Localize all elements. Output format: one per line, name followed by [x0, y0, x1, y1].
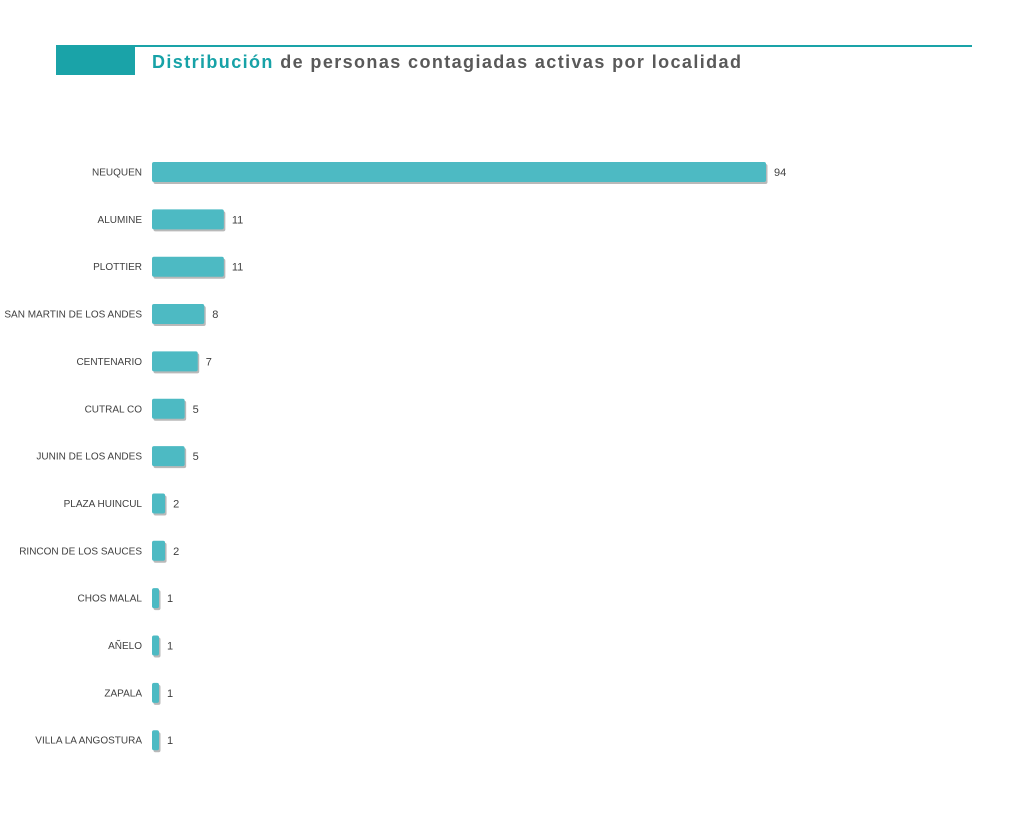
value-label: 5 — [193, 404, 199, 416]
value-label: 2 — [173, 498, 179, 510]
category-label: AÑELO — [108, 639, 142, 652]
category-label: SAN MARTIN DE LOS ANDES — [4, 310, 142, 321]
category-label: CHOS MALAL — [78, 594, 143, 605]
bar-2 — [152, 256, 224, 277]
category-label: PLOTTIER — [93, 262, 142, 273]
bar-5 — [152, 398, 185, 419]
value-label: 2 — [173, 546, 179, 558]
value-label: 1 — [167, 641, 173, 653]
category-label: CENTENARIO — [76, 357, 142, 368]
value-label: 5 — [193, 451, 199, 463]
bar-12 — [152, 730, 159, 751]
chart-title: Distribución de personas contagiadas act… — [152, 52, 742, 73]
category-label: ALUMINE — [98, 215, 143, 226]
value-label: 94 — [774, 167, 786, 179]
bar-8 — [152, 540, 166, 561]
value-label: 1 — [167, 735, 173, 747]
chart-title-accent: Distribución — [152, 52, 274, 72]
bar-6 — [152, 446, 185, 467]
bar-10 — [152, 635, 159, 656]
bar-1 — [152, 209, 224, 230]
header-accent-block — [56, 45, 135, 75]
header-rule — [56, 45, 972, 47]
value-label: 7 — [206, 356, 212, 368]
bar-4 — [152, 351, 198, 372]
bar-3 — [152, 304, 205, 325]
bar-9 — [152, 588, 159, 609]
bar-11 — [152, 682, 159, 703]
bar-7 — [152, 493, 166, 514]
value-label: 11 — [232, 214, 243, 226]
category-label: JUNIN DE LOS ANDES — [36, 452, 142, 463]
bar-0 — [152, 162, 766, 182]
value-label: 11 — [232, 262, 243, 274]
category-label: VILLA LA ANGOSTURA — [35, 736, 142, 747]
category-label: RINCON DE LOS SAUCES — [19, 546, 142, 557]
value-label: 8 — [212, 309, 218, 321]
chart-title-rest: de personas contagiadas activas por loca… — [273, 52, 743, 72]
value-label: 1 — [167, 593, 173, 605]
category-label: NEUQUEN — [92, 168, 142, 179]
category-label: ZAPALA — [104, 688, 142, 699]
category-label: PLAZA HUINCUL — [64, 499, 143, 510]
category-label: CUTRAL CO — [85, 404, 143, 415]
value-label: 1 — [167, 688, 173, 700]
